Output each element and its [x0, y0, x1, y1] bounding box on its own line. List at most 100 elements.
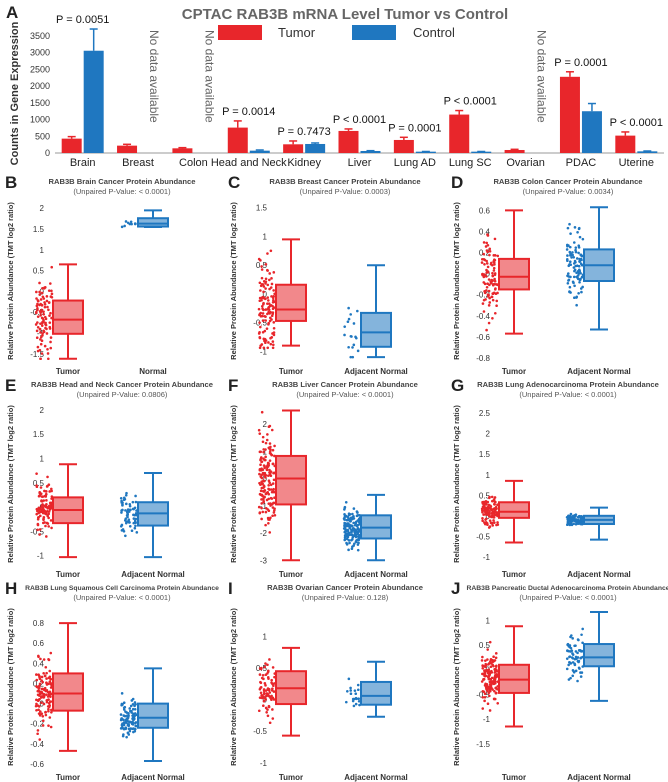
- panel-letter: I: [228, 579, 233, 598]
- data-point: [38, 682, 42, 686]
- data-point: [353, 542, 356, 545]
- y-tick-label: 0: [40, 700, 45, 709]
- y-tick-label: 1: [486, 471, 491, 480]
- data-point: [351, 516, 354, 519]
- box: [360, 311, 392, 348]
- data-point: [566, 226, 570, 230]
- data-point: [264, 476, 267, 479]
- data-point: [566, 520, 570, 523]
- data-point: [568, 245, 572, 249]
- data-point: [260, 268, 264, 271]
- data-point: [45, 535, 48, 538]
- no-data-label: No data available: [147, 30, 161, 123]
- data-point: [566, 274, 569, 278]
- panel-g: G RAB3B Lung Adenocarcinoma Protein Abund…: [451, 376, 659, 579]
- data-point: [489, 660, 492, 663]
- y-tick-label: 1: [40, 454, 45, 463]
- data-point: [50, 292, 54, 296]
- data-point: [487, 513, 491, 516]
- data-point: [45, 485, 49, 488]
- data-point: [40, 691, 44, 694]
- data-point: [39, 342, 43, 346]
- y-tick-label: 0.6: [33, 639, 45, 648]
- data-point: [571, 653, 575, 656]
- data-point: [37, 687, 41, 690]
- data-point: [264, 510, 268, 514]
- data-point: [270, 282, 274, 286]
- data-point: [488, 496, 491, 500]
- data-point: [577, 227, 581, 231]
- data-point: [568, 222, 571, 226]
- data-point: [488, 683, 492, 686]
- data-point: [272, 471, 275, 475]
- data-point: [131, 707, 135, 711]
- x-tick-label: Tumor: [56, 367, 80, 376]
- panel-letter: J: [451, 579, 460, 598]
- data-point: [266, 268, 269, 272]
- data-point: [267, 341, 270, 344]
- x-tick-label: Breast: [122, 157, 154, 169]
- data-point: [37, 654, 40, 658]
- data-point: [133, 704, 136, 708]
- data-point: [264, 689, 268, 692]
- y-tick-label: 1: [263, 447, 268, 456]
- data-point: [130, 529, 134, 533]
- data-point: [493, 680, 497, 683]
- legend-label-control: Control: [413, 25, 455, 40]
- box: [137, 217, 169, 228]
- data-point: [120, 723, 124, 727]
- data-point: [269, 342, 273, 346]
- y-tick-label: -1.5: [476, 740, 490, 749]
- data-point: [490, 499, 494, 503]
- data-point: [270, 678, 273, 682]
- data-point: [494, 311, 497, 315]
- panel-b: B RAB3B Brain Cancer Protein Abundance(Un…: [5, 173, 195, 376]
- data-point: [493, 273, 497, 277]
- data-point: [34, 323, 38, 326]
- p-value-label: P = 0.0014: [222, 106, 275, 118]
- data-point: [575, 257, 579, 260]
- data-point: [261, 312, 265, 315]
- data-point: [41, 724, 45, 727]
- data-point: [350, 528, 354, 532]
- panel-letter: H: [5, 579, 17, 598]
- y-tick-label: 1: [40, 246, 45, 255]
- data-point: [573, 644, 576, 648]
- data-point: [45, 677, 48, 680]
- data-point: [483, 674, 486, 678]
- data-point: [36, 517, 40, 521]
- data-point: [579, 656, 582, 660]
- data-point: [487, 677, 491, 681]
- data-point: [265, 498, 269, 502]
- data-point: [262, 500, 265, 504]
- data-point: [269, 488, 273, 491]
- data-point: [39, 298, 43, 301]
- data-point: [43, 303, 47, 306]
- data-point: [481, 707, 485, 710]
- data-point: [485, 687, 488, 691]
- data-point: [267, 323, 270, 326]
- data-point: [44, 710, 47, 714]
- data-point: [580, 514, 583, 518]
- data-point: [130, 222, 133, 226]
- data-point: [263, 489, 267, 492]
- data-point: [41, 680, 44, 684]
- data-point: [269, 249, 273, 253]
- p-value-label: P = 0.0051: [56, 14, 109, 26]
- data-point: [351, 697, 355, 701]
- data-point: [268, 488, 271, 491]
- data-point: [49, 505, 53, 509]
- data-point: [488, 247, 492, 251]
- data-point: [343, 333, 346, 337]
- bar-control: [249, 150, 270, 153]
- data-point: [47, 289, 51, 292]
- data-point: [134, 494, 137, 498]
- data-point: [488, 640, 492, 644]
- panel-c: C RAB3B Breast Cancer Protein Abundance(U…: [228, 173, 421, 376]
- data-point: [356, 548, 360, 552]
- data-point: [134, 524, 137, 528]
- data-point: [568, 285, 572, 289]
- data-point: [488, 680, 492, 684]
- y-tick-label: 0.4: [479, 227, 491, 236]
- data-point: [264, 263, 268, 266]
